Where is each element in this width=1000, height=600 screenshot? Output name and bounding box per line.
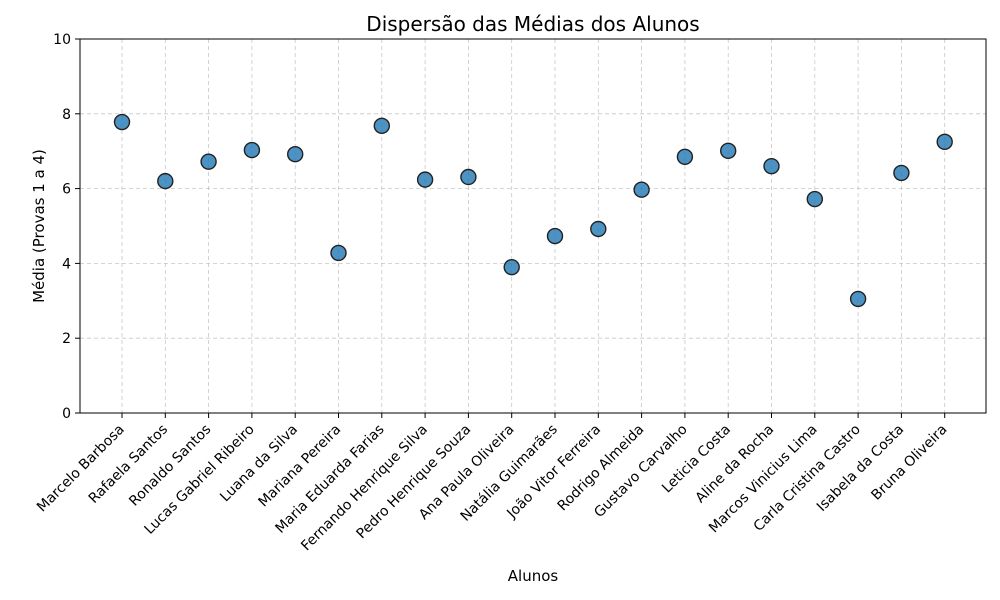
data-point (590, 220, 607, 238)
data-point (157, 172, 174, 190)
data-point (243, 141, 261, 159)
y-axis-ticks: 0 2 4 6 8 10 (53, 32, 80, 422)
data-point (330, 244, 347, 262)
data-point (503, 258, 520, 276)
x-tick-label: Aline da Rocha (692, 422, 777, 507)
data-point (849, 290, 867, 308)
data-point (200, 153, 217, 170)
data-points (113, 113, 953, 308)
y-tick-label: 0 (62, 406, 71, 422)
plot-frame (79, 38, 987, 414)
data-point (763, 157, 780, 175)
y-tick-label: 10 (53, 32, 71, 48)
data-point (720, 142, 737, 160)
y-tick-label: 2 (62, 331, 71, 347)
data-point (936, 133, 953, 151)
y-tick-label: 8 (62, 107, 71, 123)
y-tick-label: 4 (62, 256, 71, 272)
x-axis-label: Alunos (508, 567, 559, 585)
data-point (676, 148, 694, 166)
data-point (113, 113, 131, 131)
grid (80, 38, 986, 414)
x-tick-label: Luana da Silva (217, 422, 301, 506)
x-tick-label: Rafaela Santos (86, 422, 171, 507)
data-point (546, 227, 564, 245)
chart-title: Dispersão das Médias dos Alunos (366, 12, 699, 36)
y-tick-label: 6 (62, 182, 71, 198)
data-point (460, 168, 477, 186)
data-point (373, 117, 390, 134)
data-point (633, 181, 650, 198)
y-axis-label: Média (Provas 1 a 4) (30, 149, 48, 303)
data-point (416, 171, 434, 188)
x-tick-label: Bruna Oliveira (868, 422, 950, 504)
data-point (287, 145, 304, 163)
data-point (806, 190, 823, 208)
data-point (893, 164, 910, 182)
